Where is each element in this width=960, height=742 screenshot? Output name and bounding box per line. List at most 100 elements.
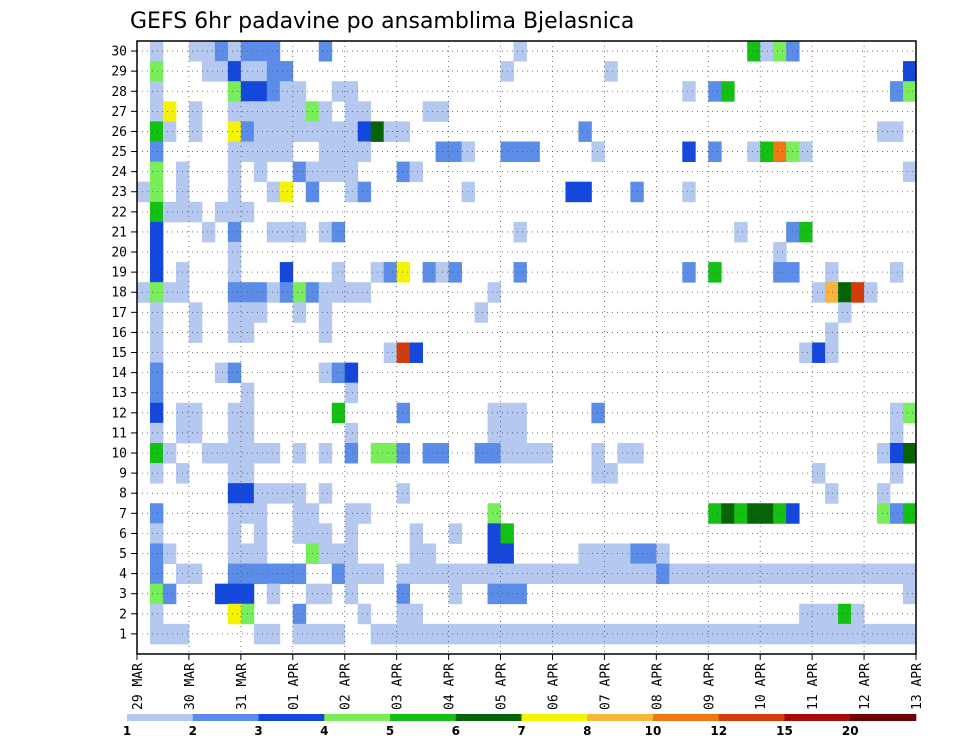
heatmap-cell	[266, 141, 281, 162]
heatmap-cell	[227, 603, 242, 625]
heatmap-cell	[422, 101, 437, 122]
heatmap-cell	[773, 623, 787, 645]
heatmap-cell	[526, 442, 540, 464]
heatmap-cell	[734, 563, 748, 585]
heatmap-cell	[383, 262, 398, 283]
heatmap-cell	[422, 262, 437, 283]
heatmap-cell	[188, 322, 203, 343]
colorbar-tick-label: 12	[710, 724, 727, 738]
heatmap-cell	[227, 61, 242, 82]
heatmap-cell	[825, 483, 839, 504]
heatmap-cell	[903, 402, 917, 424]
y-tick-label: 20	[111, 246, 127, 261]
heatmap-cell	[214, 362, 229, 384]
colorbar-tick-label: 10	[645, 724, 662, 738]
heatmap-cell	[448, 141, 462, 162]
heatmap-cell	[357, 603, 372, 625]
heatmap-cell	[149, 141, 164, 162]
heatmap-cell	[409, 563, 424, 585]
heatmap-cell	[149, 81, 164, 102]
heatmap-cell	[266, 61, 281, 82]
heatmap-cell	[487, 442, 501, 464]
heatmap-cell	[903, 503, 917, 524]
heatmap-cell	[318, 302, 333, 323]
heatmap-cell	[903, 442, 917, 464]
heatmap-cell	[708, 141, 722, 162]
heatmap-cell	[903, 61, 917, 82]
heatmap-cell	[877, 121, 891, 142]
heatmap-cell	[513, 402, 527, 424]
heatmap-cell	[266, 41, 281, 62]
heatmap-cell	[799, 342, 813, 363]
heatmap-cell	[188, 41, 203, 62]
heatmap-cell	[279, 282, 294, 303]
heatmap-cell	[487, 503, 501, 524]
heatmap-cell	[383, 442, 398, 464]
heatmap-cell	[227, 583, 242, 605]
heatmap-cell	[188, 302, 203, 323]
heatmap-cell	[513, 623, 527, 645]
heatmap-cell	[227, 241, 242, 263]
heatmap-cell	[344, 101, 359, 122]
y-tick-label: 10	[111, 447, 127, 462]
heatmap-cell	[604, 463, 618, 484]
heatmap-cell	[344, 422, 359, 444]
heatmap-cell	[825, 322, 839, 343]
heatmap-cell	[513, 422, 527, 444]
heatmap-cell	[461, 563, 475, 585]
heatmap-cell	[253, 543, 268, 564]
heatmap-cell	[318, 141, 333, 162]
heatmap-cell	[344, 362, 359, 384]
y-tick-label: 6	[119, 527, 127, 542]
y-tick-label: 29	[111, 65, 127, 80]
heatmap-cell	[396, 563, 411, 585]
y-tick-label: 25	[111, 145, 127, 160]
y-tick-label: 1	[119, 627, 127, 642]
heatmap-cell	[825, 262, 839, 283]
heatmap-cell	[643, 563, 657, 585]
heatmap-cell	[253, 623, 268, 645]
heatmap-cell	[279, 101, 294, 122]
heatmap-cell	[149, 503, 164, 524]
colorbar-swatch	[587, 714, 654, 721]
heatmap-cell	[201, 61, 216, 82]
x-axis-ticks: 29 MAR 30 MAR 31 MAR 01 APR 02 APR 03 APR 04 A…	[131, 654, 925, 710]
heatmap-cell	[162, 201, 177, 223]
heatmap-cell	[227, 302, 242, 323]
heatmap-cell	[474, 302, 488, 323]
heatmap-cell	[604, 563, 618, 585]
heatmap-cell	[344, 161, 359, 183]
heatmap-cell	[760, 563, 774, 585]
colorbar-tick-label: 2	[189, 724, 197, 738]
heatmap-cell	[331, 563, 346, 585]
heatmap-cell	[292, 121, 307, 142]
heatmap-cell	[877, 503, 891, 524]
heatmap-cell	[227, 201, 242, 223]
heatmap-cell	[825, 623, 839, 645]
heatmap-cell	[344, 543, 359, 564]
heatmap-cell	[487, 523, 501, 544]
colorbar-swatch	[192, 714, 259, 721]
colorbar-swatch	[521, 714, 588, 721]
heatmap-cell	[357, 101, 372, 122]
heatmap-cell	[357, 121, 372, 142]
colorbar-tick-label: 1	[123, 724, 131, 738]
heatmap-cell	[682, 181, 696, 203]
heatmap-cell	[149, 302, 164, 323]
heatmap-cell	[331, 121, 346, 142]
heatmap-cell	[266, 483, 281, 504]
y-tick-label: 13	[111, 386, 127, 401]
heatmap-cell	[409, 161, 424, 183]
heatmap-cell	[149, 402, 164, 424]
heatmap-cell	[422, 442, 437, 464]
colorbar-swatch	[390, 714, 457, 721]
heatmap-cell	[682, 262, 696, 283]
heatmap-cell	[279, 262, 294, 283]
heatmap-cell	[227, 422, 242, 444]
heatmap-cell	[513, 563, 527, 585]
heatmap-cell	[331, 543, 346, 564]
heatmap-cell	[526, 141, 540, 162]
heatmap-cell	[799, 603, 813, 625]
heatmap-cell	[396, 121, 411, 142]
heatmap-cell	[578, 543, 592, 564]
